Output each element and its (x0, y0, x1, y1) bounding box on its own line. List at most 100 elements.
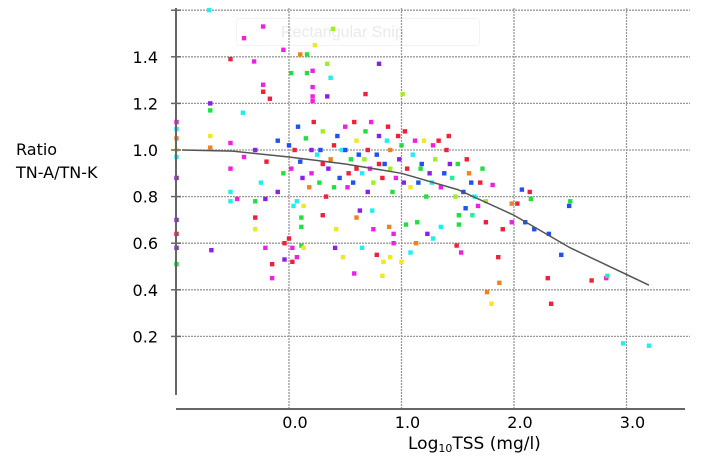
data-point (559, 252, 564, 258)
data-point (294, 254, 300, 260)
data-point (354, 215, 359, 220)
data-point (418, 166, 423, 171)
data-point (310, 98, 315, 104)
data-point (401, 180, 406, 185)
data-point (519, 187, 525, 192)
data-point (454, 243, 459, 248)
data-point (415, 220, 420, 225)
data-point (275, 189, 280, 195)
y-tick-label: 0.8 (133, 188, 158, 207)
data-point (456, 213, 462, 218)
data-point (391, 231, 396, 237)
data-point (605, 273, 610, 279)
data-point (402, 129, 408, 134)
data-point (399, 143, 404, 148)
data-point (408, 185, 413, 190)
data-point (427, 171, 432, 176)
y-axis-label-line1: Ratio (16, 140, 58, 159)
data-point (484, 289, 490, 295)
data-point (497, 280, 502, 286)
data-point (309, 171, 314, 176)
data-point (412, 138, 418, 143)
data-point (515, 201, 520, 206)
y-tick-label: 0.6 (133, 234, 158, 253)
data-point (466, 171, 472, 176)
data-point (269, 275, 275, 281)
data-point (208, 101, 213, 106)
data-point (424, 194, 429, 199)
x-tick-label: 3.0 (620, 413, 645, 432)
data-point (240, 110, 246, 115)
data-point (282, 257, 287, 262)
data-point (275, 138, 280, 143)
data-point (292, 147, 297, 153)
grid (176, 8, 690, 409)
data-point (206, 8, 212, 13)
data-point (393, 175, 399, 181)
x-tick-label: 2.0 (507, 413, 532, 432)
data-point (311, 119, 316, 125)
data-point (310, 84, 315, 90)
data-point (334, 227, 339, 232)
data-point (438, 224, 444, 230)
data-point (646, 343, 652, 348)
data-point (490, 182, 495, 188)
trend-line-group (182, 149, 650, 286)
data-point (301, 245, 306, 251)
data-point (470, 213, 475, 218)
data-point (384, 138, 390, 143)
data-point (290, 259, 295, 265)
data-point (386, 224, 392, 230)
data-point (380, 175, 385, 181)
x-tick-label: 0.0 (282, 413, 307, 432)
data-point (438, 185, 444, 190)
data-point (413, 241, 419, 246)
data-point (449, 175, 455, 181)
data-point (458, 250, 464, 255)
data-point (343, 124, 348, 129)
data-point (260, 89, 266, 94)
data-point (310, 68, 315, 73)
data-point (260, 82, 266, 87)
data-point (395, 133, 401, 139)
data-point (291, 203, 296, 209)
data-point (298, 52, 303, 57)
data-point (410, 152, 415, 157)
data-point (388, 147, 393, 153)
data-point (374, 152, 379, 157)
data-point (352, 271, 357, 276)
data-point (253, 147, 258, 153)
data-point (263, 196, 268, 202)
data-point (400, 91, 405, 97)
data-point (421, 138, 427, 143)
data-point (264, 159, 269, 164)
data-point (345, 185, 350, 190)
data-point (433, 157, 438, 162)
data-point (362, 157, 367, 162)
y-tick-label: 1.4 (133, 48, 158, 67)
data-point (408, 250, 413, 255)
data-point (348, 157, 354, 162)
data-point (370, 208, 375, 213)
data-point (500, 227, 505, 232)
data-point (251, 59, 257, 64)
data-point (258, 180, 264, 185)
data-point (527, 189, 532, 195)
data-point (318, 147, 323, 153)
data-point (463, 206, 468, 211)
data-points (174, 8, 652, 348)
data-point (371, 180, 376, 185)
data-point (568, 199, 573, 204)
data-point (404, 166, 410, 171)
data-point (365, 147, 370, 153)
data-point (253, 227, 258, 232)
y-tick-label: 1.0 (133, 141, 158, 160)
data-point (365, 189, 370, 195)
data-point (289, 166, 294, 171)
data-point (298, 159, 303, 164)
data-point (289, 70, 294, 76)
data-point (325, 61, 330, 66)
data-point (388, 254, 393, 260)
data-point (430, 236, 436, 241)
